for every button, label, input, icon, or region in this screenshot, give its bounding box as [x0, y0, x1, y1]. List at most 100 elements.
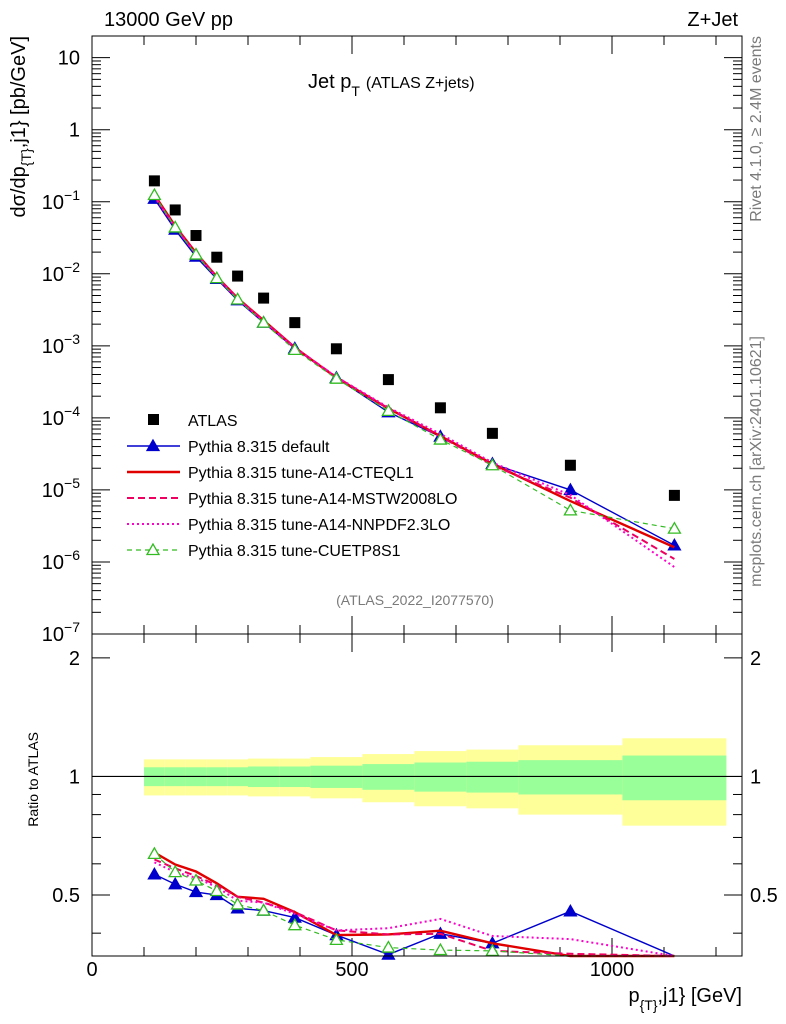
ratio-marker-default: [147, 867, 162, 880]
main-marker-cuetp8s1: [209, 270, 224, 284]
ratio-band-inner: [518, 760, 623, 795]
atlas-data-point: [232, 270, 244, 282]
main-marker-cuetp8s1: [381, 403, 396, 417]
main-marker-cuetp8s1: [230, 292, 245, 305]
atlas-data-point: [289, 317, 301, 329]
ratio-marker-cuetp8s1: [147, 846, 162, 860]
atlas-data-point: [668, 489, 680, 501]
plot-title-main: Jet p: [308, 71, 351, 93]
y-tick-label: 10−1: [42, 187, 80, 214]
plot-title-sub: T: [351, 83, 360, 99]
ratio-marker-cuetp8s1: [329, 932, 344, 946]
legend-marker-default: [145, 438, 161, 452]
y-tick-label-base: 10: [42, 624, 64, 646]
x-axis-label: p{T},j1} [GeV]: [628, 985, 742, 1013]
ratio-y-axis-label: Ratio to ATLAS: [25, 732, 41, 827]
y-tick-label-exponent: −2: [64, 259, 80, 275]
header-beam-label: 13000 GeV pp: [104, 9, 233, 31]
ratio-y-tick-label-right: 0.5: [750, 885, 778, 907]
plot-title: Jet pT (ATLAS Z+jets): [308, 71, 475, 99]
main-marker-cuetp8s1: [563, 503, 578, 516]
legend-marker-atlas: [148, 414, 159, 425]
atlas-data-point: [190, 230, 202, 242]
legend-marker-cuetp8s1: [145, 542, 161, 556]
ratio-marker-cuetp8s1: [381, 940, 396, 953]
main-y-label-main: dσ/dp: [8, 166, 30, 217]
main-marker-cuetp8s1: [433, 432, 448, 445]
y-tick-label: 10: [58, 48, 80, 70]
ratio-marker-cuetp8s1: [256, 903, 271, 916]
atlas-data-point: [169, 204, 181, 216]
ratio-y-tick-label-left: 1: [69, 766, 80, 788]
ratio-marker-cuetp8s1: [230, 897, 245, 910]
ratio-marker-cuetp8s1: [287, 917, 302, 931]
main-marker-cuetp8s1: [329, 371, 344, 384]
plot-title-tag: (ATLAS Z+jets): [366, 75, 475, 92]
atlas-data-point: [148, 175, 160, 187]
ratio-marker-cuetp8s1: [433, 942, 448, 956]
main-marker-cuetp8s1: [188, 247, 204, 260]
y-tick-label-base: 10: [42, 192, 64, 214]
main-marker-cuetp8s1: [168, 220, 183, 233]
y-tick-label-exponent: −3: [64, 331, 80, 347]
y-tick-label: 1: [69, 120, 80, 142]
ratio-band-inner: [414, 762, 467, 792]
legend-label-nnpdf: Pythia 8.315 tune-A14-NNPDF2.3LO: [188, 517, 450, 534]
y-tick-label: 10−4: [42, 403, 80, 430]
y-tick-label: 10−7: [42, 619, 80, 646]
ratio-y-tick-label-right: 2: [750, 648, 761, 670]
y-tick-label-base: 10: [42, 264, 64, 286]
y-tick-label-base: 10: [42, 552, 64, 574]
y-tick-label-exponent: −7: [64, 619, 80, 635]
y-tick-label-base: 10: [42, 480, 64, 502]
ratio-marker-cuetp8s1: [209, 883, 224, 897]
ratio-panel-series: [147, 846, 675, 960]
main-marker-cuetp8s1: [485, 457, 500, 471]
main-y-label-sub: {T}: [18, 148, 34, 166]
y-tick-label: 10−2: [42, 259, 80, 286]
legend-label-cteql1: Pythia 8.315 tune-A14-CTEQL1: [188, 465, 414, 482]
ratio-marker-default: [168, 876, 183, 890]
x-label-main: p: [628, 985, 639, 1007]
ratio-band-inner: [622, 755, 727, 801]
main-panel-series: [147, 175, 682, 568]
x-label-sub: {T}: [640, 997, 658, 1013]
tick-labels: 0 500 100010110−110−210−310−410−510−610−72…: [42, 48, 778, 981]
rivet-version-label: Rivet 4.1.0, ≥ 2.4M events: [748, 36, 765, 222]
x-tick-label: 1000: [590, 959, 635, 981]
ratio-line-cteql1: [153, 851, 675, 958]
y-tick-label-exponent: −6: [64, 547, 80, 563]
header-process-label: Z+Jet: [687, 9, 738, 31]
main-y-axis-label: dσ/dp{T},j1} [pb/GeV]: [8, 36, 34, 217]
analysis-id: (ATLAS_2022_I2077570): [336, 592, 494, 608]
atlas-data-point: [434, 402, 446, 414]
legend-label-cuetp8s1: Pythia 8.315 tune-CUETP8S1: [188, 543, 401, 560]
atlas-data-point: [211, 251, 223, 263]
ratio-y-tick-label-left: 0.5: [52, 885, 80, 907]
legend-label-atlas: ATLAS: [188, 413, 238, 430]
ratio-marker-default: [188, 884, 204, 898]
ratio-line-nnpdf: [153, 861, 675, 957]
atlas-data-point: [486, 427, 498, 439]
y-tick-label-exponent: −4: [64, 403, 80, 419]
main-y-label-tail: ,j1} [pb/GeV]: [8, 36, 30, 148]
main-marker-cuetp8s1: [256, 315, 271, 328]
ratio-uncertainty-bands: [92, 738, 742, 826]
ratio-marker-cuetp8s1: [485, 943, 500, 957]
x-label-tail: ,j1} [GeV]: [658, 985, 743, 1007]
ratio-band-inner: [466, 761, 519, 793]
main-marker-cuetp8s1: [667, 521, 682, 534]
ratio-panel-frame: [91, 633, 743, 957]
ratio-y-tick-label-left: 2: [69, 648, 80, 670]
ratio-marker-cuetp8s1: [188, 873, 204, 886]
atlas-data-point: [330, 343, 342, 355]
axis-ticks: [91, 35, 742, 956]
mcplots-label: mcplots.cern.ch [arXiv:2401.10621]: [748, 336, 765, 587]
ratio-marker-default: [563, 903, 578, 917]
y-tick-label-base: 10: [42, 408, 64, 430]
ratio-y-tick-label-right: 1: [750, 766, 761, 788]
legend: ATLAS Pythia 8.315 default Pythia 8.315 tu…: [127, 413, 457, 560]
main-marker-cuetp8s1: [287, 342, 302, 355]
y-tick-label-exponent: −5: [64, 475, 80, 491]
